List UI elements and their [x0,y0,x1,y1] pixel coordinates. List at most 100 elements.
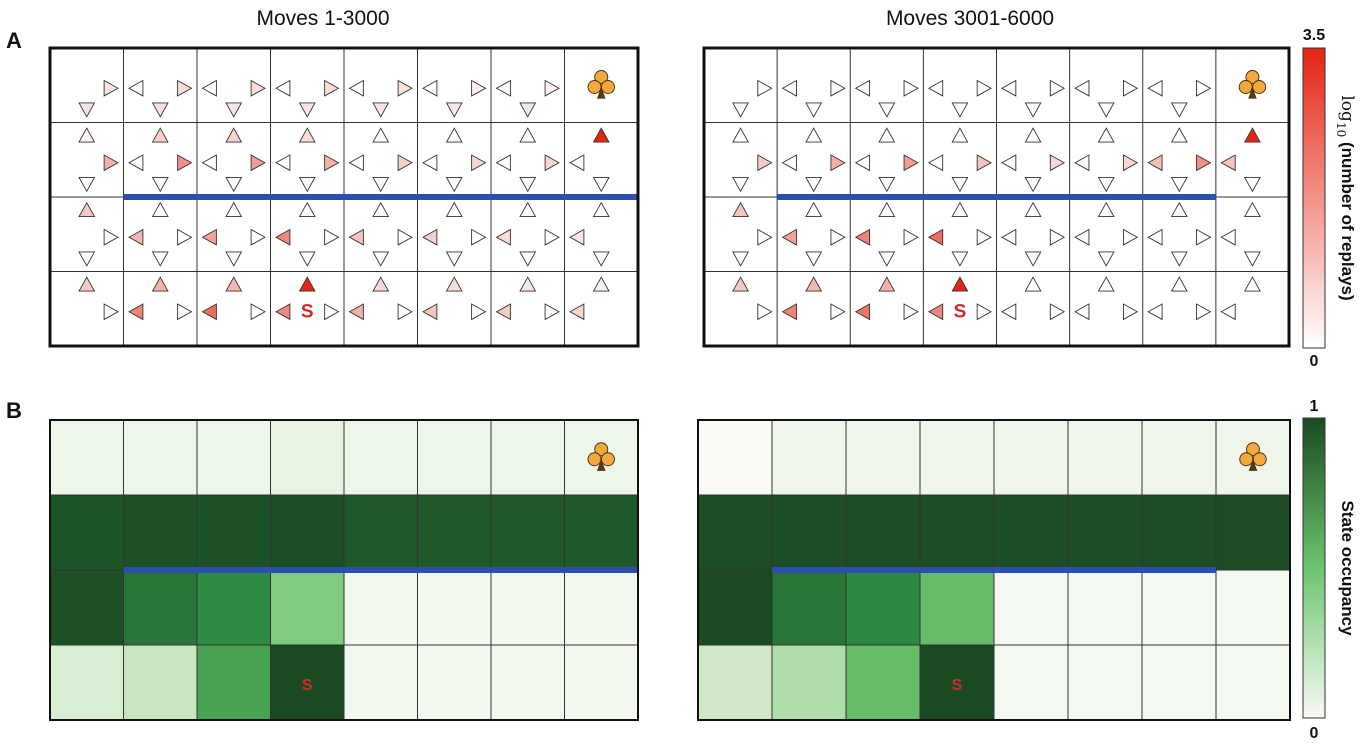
replay-arrow-left [422,79,438,97]
occupancy-cell [564,569,639,646]
replay-arrow-up [1170,201,1188,218]
start-marker: S [954,301,967,322]
replay-arrow-left [128,303,144,321]
occupancy-cell [49,419,124,496]
replay-arrow-right [324,303,340,321]
goal-club-icon [587,70,615,99]
replay-arrow-up [78,201,96,218]
occupancy-cell [270,419,345,496]
replay-arrow-left [781,154,797,172]
replay-arrow-right [177,79,193,97]
replay-arrow-down [151,251,169,267]
club-leaf-left [1239,452,1254,467]
club-leaf-right [601,452,615,467]
occupancy-cell [123,494,198,571]
occupancy-cell [343,419,418,496]
occupancy-cell [417,644,492,721]
replay-arrow-left [781,79,797,97]
replay-arrow-right [1049,303,1066,321]
occupancy-cell [1067,419,1143,496]
replay-arrow-left [275,303,291,321]
replay-arrow-right [976,154,992,172]
replay-arrow-right [830,79,846,97]
replay-arrow-down [1170,102,1188,118]
replay-arrow-left [495,154,511,172]
replay-arrow-up [1097,127,1115,143]
replay-arrow-left [495,303,511,321]
replay-arrow-right [471,154,487,172]
replay-arrow-up [805,276,823,292]
occupancy-cell [1067,644,1143,721]
occupancy-cell [697,419,773,496]
club-leaf-top [1245,70,1260,84]
club-leaf-right [601,80,615,94]
replay-arrow-up [732,127,750,143]
replay-arrow-right [324,154,340,172]
replay-arrow-left [927,303,944,321]
replay-arrow-up [519,127,537,143]
replay-arrow-down [732,176,750,193]
replay-arrow-left [854,228,871,246]
occupancy-cell [919,569,995,646]
replay-arrow-up [951,127,969,143]
occupancy-cell [771,494,847,571]
replay-arrow-down [519,102,537,118]
occupancy-grid-moves-3001-6000: S [697,419,1291,721]
occupancy-cell [123,569,198,646]
replay-arrow-right [250,79,266,97]
occupancy-cell [417,494,492,571]
occupancy-colorbar-title: State occupancy [1338,500,1357,636]
replay-grid-moves-1-3000: S [48,46,640,348]
replay-arrow-left [422,228,438,246]
replay-arrow-up [805,201,823,218]
replay-arrow-up [372,201,390,218]
replay-arrow-down [1170,251,1188,267]
occupancy-cell [1215,644,1291,721]
replay-arrow-down [298,176,316,193]
replay-arrow-right [757,154,773,172]
replay-arrow-up [592,201,610,218]
replay-arrow-right [544,303,560,321]
replay-arrow-left [1147,79,1163,97]
replay-arrow-down [878,102,896,118]
replay-arrow-right [976,79,992,97]
replay-arrow-left [1147,228,1163,246]
replay-arrow-right [757,228,773,246]
replay-arrow-right [250,154,266,172]
replay-arrow-left [1001,228,1017,246]
replay-arrow-right [397,154,413,172]
replay-arrow-down [951,251,969,267]
replay-arrow-right [397,303,413,321]
replay-arrow-up [225,127,243,143]
replay-colorbar-gradient [1302,47,1326,349]
replay-arrow-right [903,79,919,97]
club-stem [1248,87,1257,99]
replay-arrow-down [151,176,169,193]
replay-arrow-right [830,154,846,172]
occupancy-cell [49,494,124,571]
replay-arrow-down [1243,251,1261,267]
occupancy-cell [490,419,565,496]
club-leaf-top [594,442,609,457]
replay-arrow-up [1243,276,1261,292]
replay-arrow-left [128,154,144,172]
club-stem [596,459,606,471]
occupancy-cell [993,419,1069,496]
replay-arrow-down [1024,176,1042,193]
replay-arrow-down [1024,102,1042,118]
replay-arrow-up [225,201,243,218]
replay-arrow-up [151,201,169,218]
replay-arrow-left [569,303,585,321]
occupancy-cell [343,569,418,646]
replay-arrow-up [1024,127,1042,143]
replay-arrow-right [903,154,919,172]
replay-arrow-down [1024,251,1042,267]
replay-arrow-left [569,228,585,246]
replay-arrow-up [592,127,610,143]
replay-arrow-right [830,228,846,246]
occupancy-cell [771,644,847,721]
replay-arrow-up [1024,201,1042,218]
occupancy-cell [270,494,345,571]
replay-arrow-up [519,276,537,292]
